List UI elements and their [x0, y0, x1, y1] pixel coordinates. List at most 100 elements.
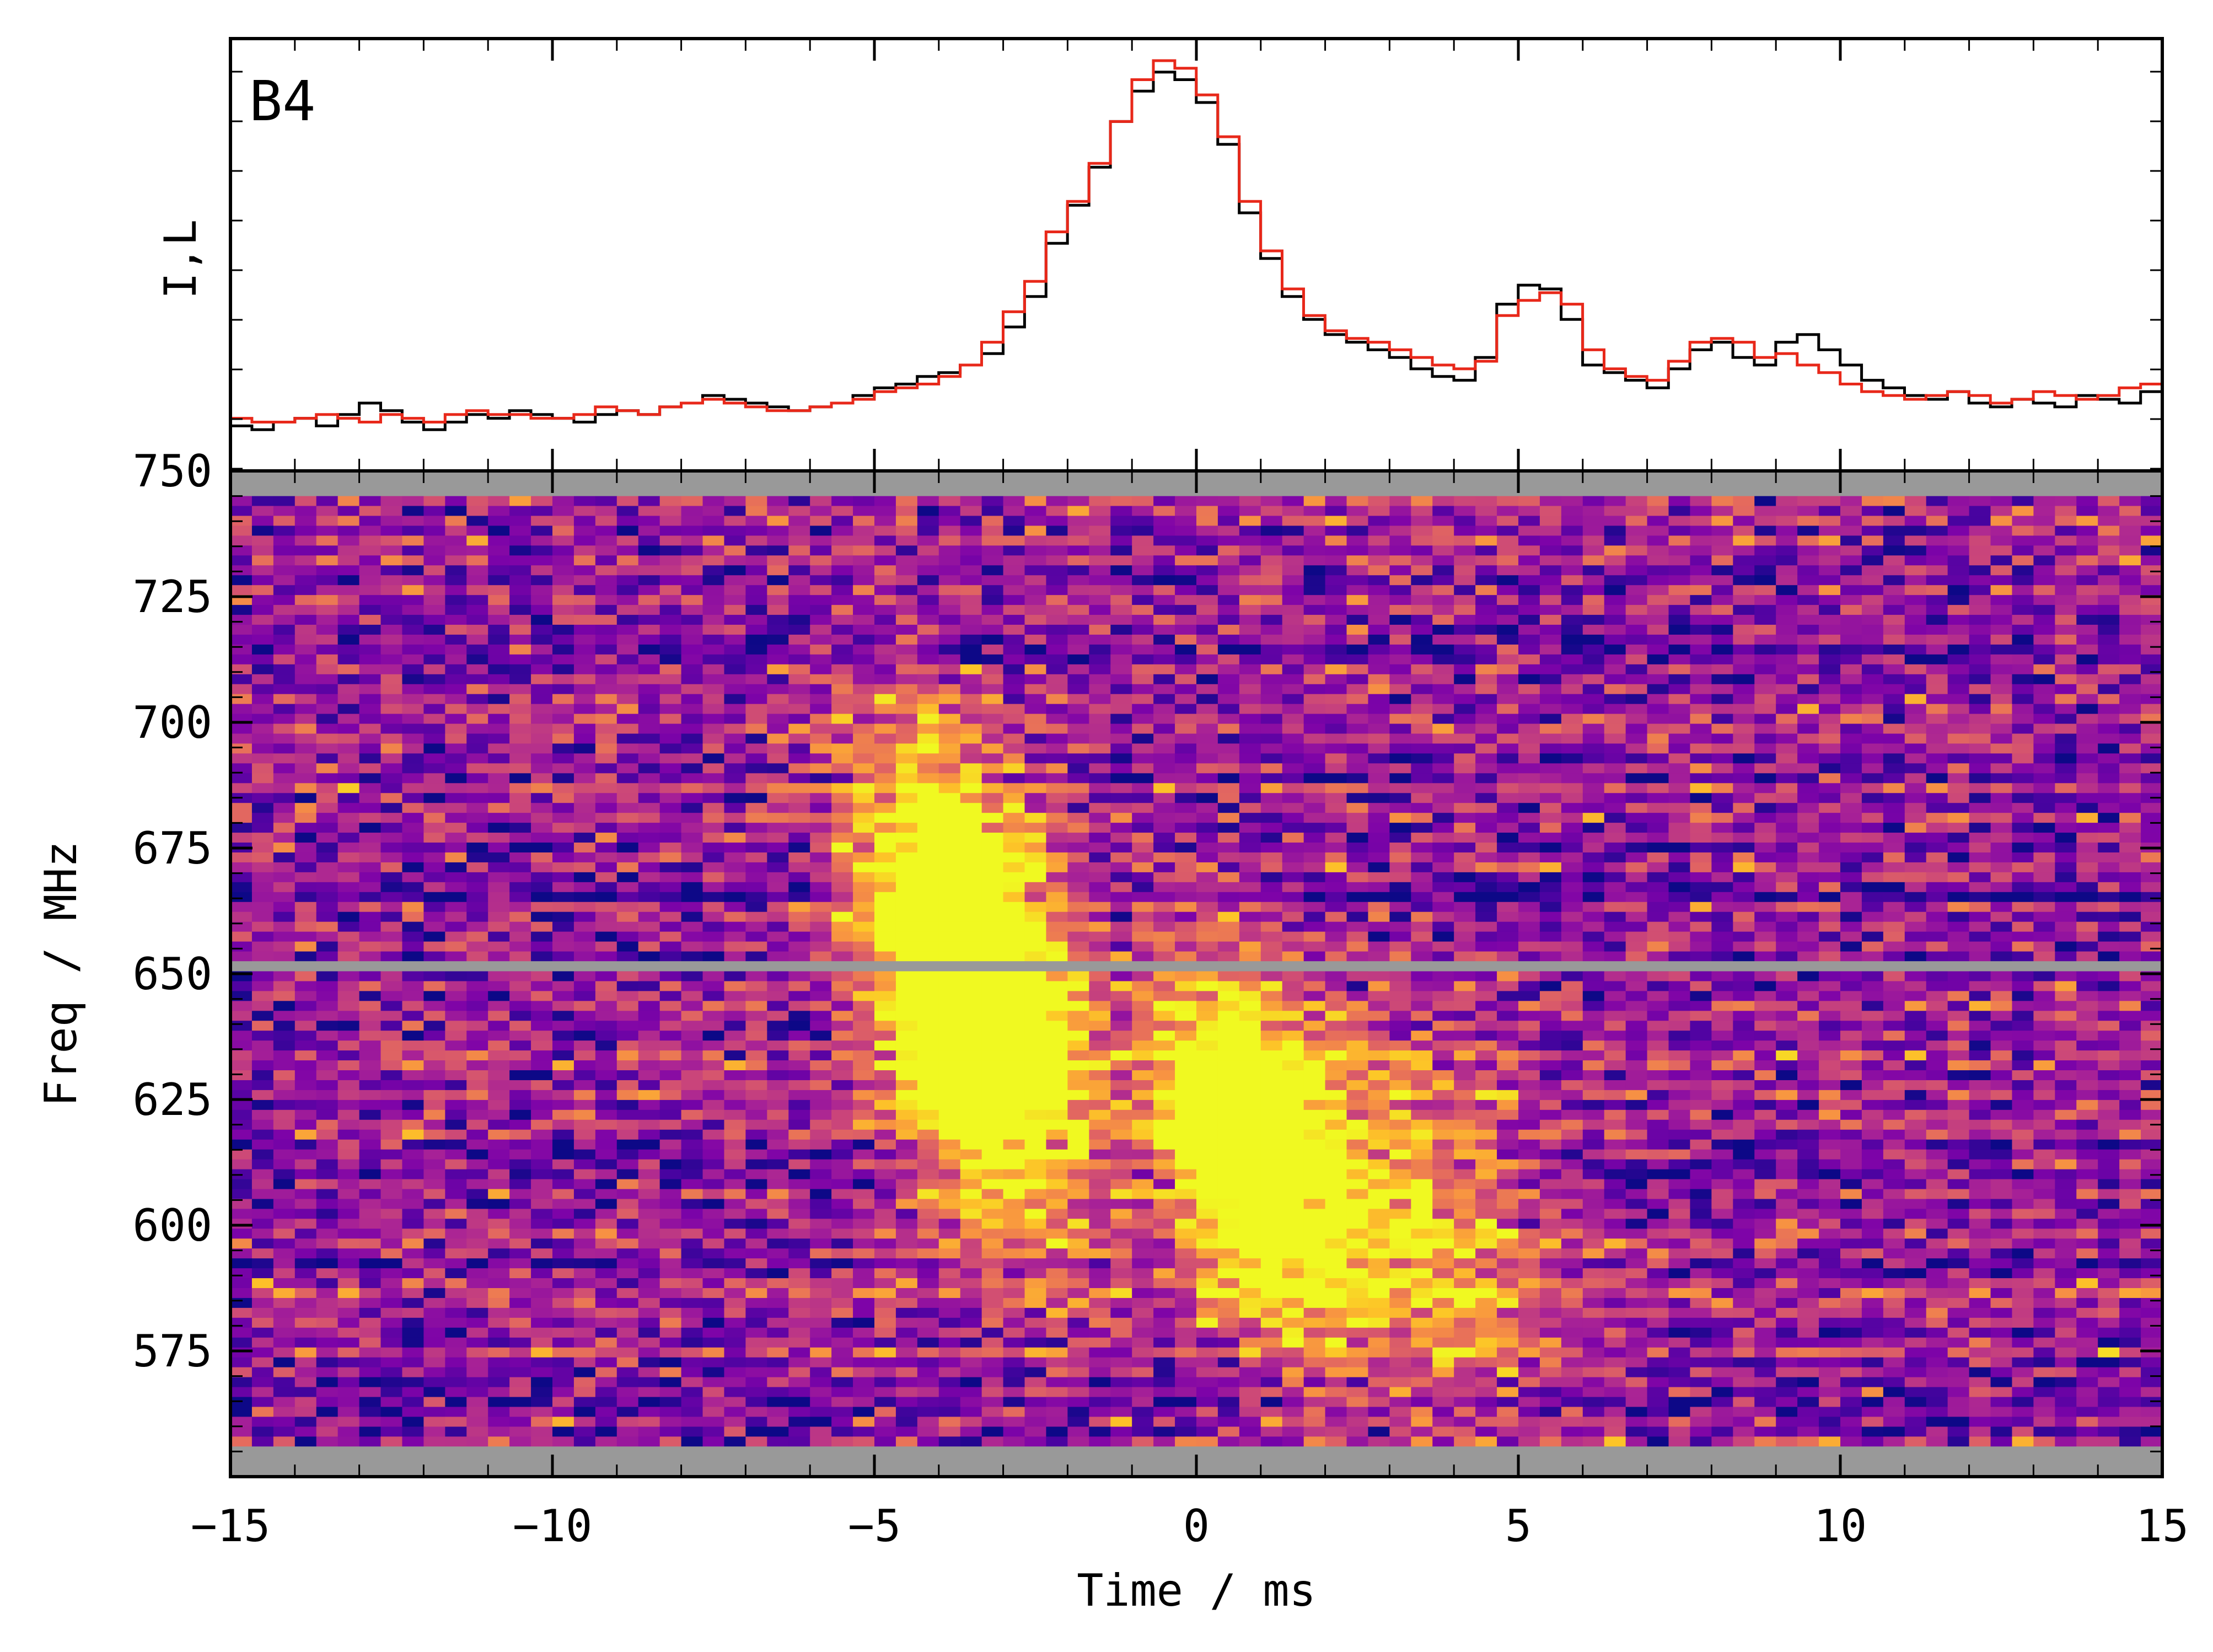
- heatmap-cell: [702, 803, 725, 813]
- heatmap-cell: [595, 605, 617, 615]
- heatmap-cell: [1711, 615, 1733, 625]
- heatmap-cell: [1733, 783, 1755, 793]
- heatmap-cell: [1647, 862, 1669, 873]
- heatmap-cell: [2076, 753, 2098, 764]
- heatmap-cell: [981, 773, 1004, 784]
- heatmap-cell: [1003, 803, 1025, 813]
- heatmap-cell: [1153, 753, 1175, 764]
- heatmap-cell: [1883, 902, 1905, 913]
- heatmap-cell: [2098, 684, 2120, 695]
- heatmap-cell: [1797, 644, 1819, 655]
- heatmap-cell: [251, 763, 274, 774]
- heatmap-cell: [1582, 545, 1605, 556]
- heatmap-cell: [1497, 773, 1519, 784]
- heatmap-cell: [1947, 674, 1970, 685]
- heatmap-cell: [573, 843, 596, 853]
- heatmap-cell: [573, 753, 596, 764]
- heatmap-cell: [1947, 991, 1970, 1001]
- heatmap-cell: [552, 525, 574, 537]
- heatmap-cell: [895, 921, 918, 932]
- heatmap-cell: [1883, 634, 1905, 645]
- heatmap-cell: [2098, 555, 2120, 566]
- heatmap-cell: [788, 951, 810, 962]
- heatmap-cell: [1497, 565, 1519, 576]
- heatmap-cell: [1432, 654, 1454, 665]
- heatmap-cell: [1303, 575, 1326, 586]
- heatmap-cell: [316, 813, 339, 823]
- heatmap-cell: [1110, 535, 1132, 546]
- heatmap-cell: [1475, 664, 1497, 675]
- heatmap-cell: [960, 951, 982, 962]
- heatmap-cell: [380, 833, 403, 843]
- heatmap-cell: [230, 991, 253, 1001]
- heatmap-cell: [380, 704, 403, 715]
- heatmap-cell: [1518, 585, 1540, 596]
- heatmap-cell: [1797, 921, 1819, 932]
- heatmap-cell: [938, 852, 961, 863]
- heatmap-cell: [1926, 654, 1948, 665]
- heatmap-cell: [1368, 714, 1390, 725]
- heatmap-cell: [1690, 595, 1712, 605]
- heatmap-cell: [1840, 634, 1862, 645]
- heatmap-cell: [488, 783, 510, 793]
- heatmap-cell: [1733, 496, 1755, 507]
- heatmap-cell: [681, 931, 703, 942]
- heatmap-cell: [1411, 803, 1433, 813]
- heatmap-cell: [1604, 753, 1626, 764]
- heatmap-cell: [531, 783, 553, 793]
- heatmap-cell: [1325, 585, 1347, 596]
- heatmap-cell: [2119, 694, 2141, 705]
- heatmap-cell: [1904, 991, 1927, 1001]
- heatmap-cell: [1046, 1001, 1068, 1011]
- heatmap-cell: [1282, 911, 1304, 922]
- heatmap-cell: [1475, 833, 1497, 843]
- heatmap-cell: [895, 872, 918, 883]
- heatmap-cell: [1067, 882, 1089, 893]
- heatmap-cell: [1411, 852, 1433, 863]
- heatmap-cell: [960, 654, 982, 665]
- heatmap-cell: [380, 763, 403, 774]
- heatmap-cell: [1368, 674, 1390, 685]
- heatmap-cell: [2076, 684, 2098, 695]
- heatmap-cell: [1067, 516, 1089, 527]
- heatmap-cell: [1690, 634, 1712, 645]
- heatmap-cell: [616, 852, 639, 863]
- heatmap-cell: [1840, 644, 1862, 655]
- heatmap-cell: [659, 773, 682, 784]
- heatmap-cell: [1368, 833, 1390, 843]
- heatmap-cell: [1776, 664, 1798, 675]
- heatmap-cell: [724, 714, 746, 725]
- heatmap-cell: [2098, 1001, 2120, 1011]
- heatmap-cell: [1647, 575, 1669, 586]
- heatmap-cell: [1990, 664, 2013, 675]
- heatmap-cell: [1819, 783, 1841, 793]
- heatmap-cell: [1947, 921, 1970, 932]
- heatmap-cell: [788, 506, 810, 517]
- heatmap-cell: [616, 714, 639, 725]
- heatmap-cell: [337, 634, 360, 645]
- heatmap-cell: [2141, 625, 2163, 635]
- heatmap-cell: [445, 585, 467, 596]
- heatmap-cell: [702, 931, 725, 942]
- heatmap-cell: [1582, 1011, 1605, 1021]
- heatmap-cell: [1819, 991, 1841, 1001]
- heatmap-cell: [1454, 516, 1476, 527]
- heatmap-cell: [402, 981, 424, 991]
- heatmap-cell: [810, 674, 832, 685]
- heatmap-cell: [595, 911, 617, 922]
- heatmap-cell: [638, 793, 660, 803]
- heatmap-cell: [251, 694, 274, 705]
- heatmap-cell: [595, 803, 617, 813]
- heatmap-cell: [616, 575, 639, 586]
- heatmap-cell: [1539, 714, 1562, 725]
- heatmap-cell: [1411, 991, 1433, 1001]
- heatmap-cell: [1325, 704, 1347, 715]
- heatmap-cell: [810, 931, 832, 942]
- heatmap-cell: [294, 555, 317, 566]
- heatmap-cell: [1754, 892, 1776, 903]
- heatmap-cell: [1883, 525, 1905, 537]
- heatmap-cell: [981, 496, 1004, 507]
- heatmap-cell: [273, 892, 296, 903]
- heatmap-cell: [1840, 991, 1862, 1001]
- heatmap-cell: [616, 565, 639, 576]
